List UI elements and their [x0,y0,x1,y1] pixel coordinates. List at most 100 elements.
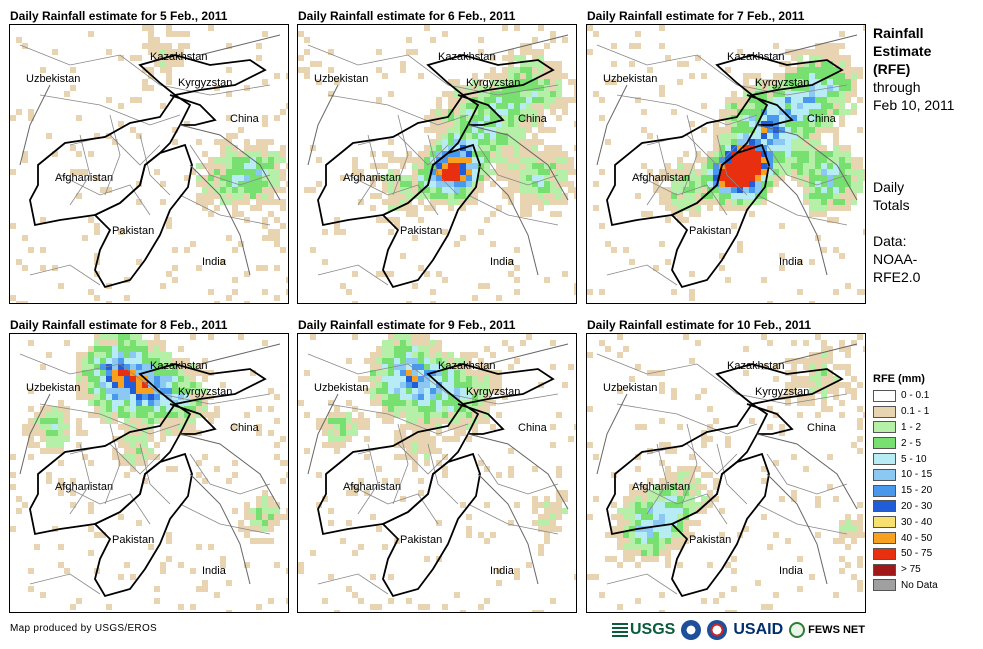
rainfall-cell [496,103,502,109]
rainfall-cell [160,430,166,436]
rainfall-cell [124,340,130,346]
rainfall-cell [106,334,112,340]
rainfall-cell [94,229,100,235]
rainfall-cell [761,151,767,157]
rainfall-cell [124,412,130,418]
rainfall-cell [689,466,695,472]
rainfall-cell [833,139,839,145]
rainfall-cell [220,181,226,187]
country-label-afghanistan: Afghanistan [343,481,402,493]
rainfall-cell [412,163,418,169]
rainfall-cell [424,340,430,346]
rainfall-cell [262,490,268,496]
rainfall-cell [208,181,214,187]
rainfall-cell [683,508,689,514]
rainfall-cell [136,346,142,352]
rainfall-cell [821,388,827,394]
rainfall-cell [490,145,496,151]
rainfall-cell [520,145,526,151]
rainfall-cell [833,145,839,151]
rainfall-cell [538,97,544,103]
rainfall-cell [671,169,677,175]
rainfall-cell [851,187,857,193]
province-border [756,194,848,226]
rainfall-cell [797,133,803,139]
rainfall-cell [142,79,148,85]
rainfall-cell [562,181,568,187]
rainfall-cell [514,163,520,169]
rainfall-cell [112,364,118,370]
rainfall-cell [797,145,803,151]
rainfall-cell [827,454,833,460]
rainfall-cell [731,163,737,169]
rainfall-cell [803,181,809,187]
rainfall-cell [478,133,484,139]
rainfall-cell [653,538,659,544]
rainfall-cell [376,376,382,382]
rainfall-cell [514,73,520,79]
rainfall-cell [538,544,544,550]
rainfall-cell [406,49,412,55]
rainfall-cell [58,436,64,442]
rainfall-cell [406,340,412,346]
rainfall-cell [737,181,743,187]
rainfall-cell [562,193,568,199]
rainfall-cell [617,388,623,394]
rainfall-cell [659,592,665,598]
rainfall-cell [653,514,659,520]
rainfall-cell [508,115,514,121]
rainfall-cell [791,454,797,460]
rainfall-cell [172,376,178,382]
rainfall-cell [274,199,280,205]
rainfall-cell [827,346,833,352]
rainfall-cell [803,187,809,193]
rainfall-cell [472,85,478,91]
rainfall-cell [376,370,382,376]
rainfall-cell [532,115,538,121]
rainfall-cell [160,370,166,376]
rainfall-cell [454,382,460,388]
rainfall-cell [388,406,394,412]
rainfall-cell [118,334,124,340]
rainfall-cell [202,586,208,592]
rainfall-cell [809,157,815,163]
rainfall-cell [124,400,130,406]
rainfall-cell [448,115,454,121]
rainfall-cell [358,175,364,181]
rainfall-cell [845,109,851,115]
rainfall-cell [256,265,262,271]
rainfall-cell [484,388,490,394]
rainfall-cell [755,79,761,85]
rainfall-cell [593,454,599,460]
province-border [327,94,469,126]
rainfall-cell [94,400,100,406]
rainfall-cell [562,496,568,502]
rainfall-cell [130,346,136,352]
rainfall-cell [484,370,490,376]
rainfall-cell [256,508,262,514]
rainfall-cell [196,472,202,478]
rainfall-cell [232,211,238,217]
legend-swatch [873,563,896,576]
province-border [477,144,559,186]
rainfall-cell [484,139,490,145]
legend-swatch [873,547,896,560]
neighbor-border [487,343,569,365]
rainfall-cell [424,115,430,121]
rainfall-cell [388,394,394,400]
rainfall-cell [815,103,821,109]
rainfall-cell [544,199,550,205]
rainfall-cell [52,418,58,424]
rainfall-cell [346,520,352,526]
rainfall-cell [803,376,809,382]
rainfall-cell [767,121,773,127]
rainfall-cell [352,430,358,436]
rainfall-cell [815,145,821,151]
rainfall-cell [316,79,322,85]
rainfall-cell [508,364,514,370]
rainfall-cell [532,61,538,67]
country-border [169,403,217,435]
rainfall-cell [400,364,406,370]
rainfall-cell [208,544,214,550]
rainfall-cell [707,157,713,163]
